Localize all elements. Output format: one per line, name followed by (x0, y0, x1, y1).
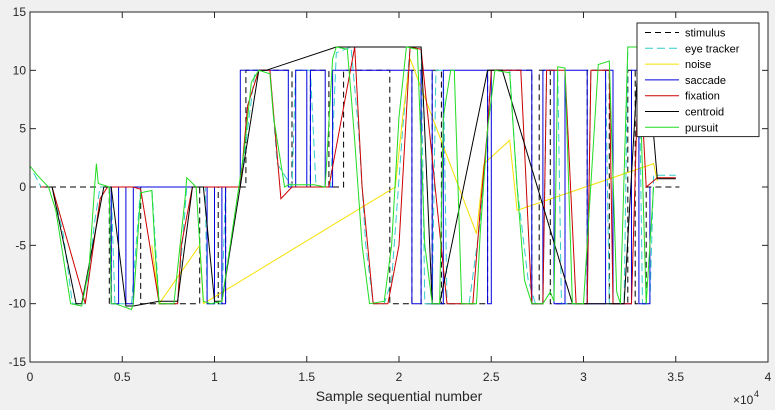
x-tick-label: 2.5 (483, 370, 500, 384)
series-line-pursuit (29, 46, 655, 311)
legend-label-fixation: fixation (685, 91, 720, 103)
legend-label-centroid: centroid (685, 107, 724, 119)
legend-label-stimulus: stimulus (685, 28, 726, 40)
x-axis-multiplier-base: ×10 (733, 393, 754, 407)
y-tick-label: 15 (13, 5, 27, 19)
x-tick-label: 3.5 (667, 370, 684, 384)
legend-label-eye-tracker: eye tracker (685, 43, 740, 55)
x-tick-label: 2 (396, 370, 403, 384)
axes (29, 11, 769, 363)
legend-label-noise: noise (685, 59, 711, 71)
legend-label-saccade: saccade (685, 75, 726, 87)
x-tick-label: 3 (580, 370, 587, 384)
x-tick-label: 0 (27, 370, 34, 384)
series-line-saccade (110, 69, 651, 305)
y-tick-label: 0 (19, 180, 26, 194)
series-line-centroid (44, 46, 676, 307)
x-tick-label: 1 (211, 370, 218, 384)
x-tick-label: 4 (765, 370, 772, 384)
x-axis-multiplier-exponent: 4 (754, 389, 759, 399)
x-tick-label: 1.5 (298, 370, 315, 384)
legend: stimulus eye tracker noise saccade fixation c… (636, 22, 760, 138)
y-tick-label: -15 (9, 355, 27, 369)
x-axis-multiplier: ×10 4 (733, 389, 759, 407)
y-tick-label: -5 (15, 238, 26, 252)
x-axis-label: Sample sequential number (316, 388, 483, 404)
y-tick-label: 5 (19, 122, 26, 136)
x-tick-label: 0.5 (114, 370, 131, 384)
tick-labels: 0 0.5 1 1.5 2 2.5 3 3.5 4 -15 -10 -5 0 5 10 15 (9, 5, 772, 384)
y-tick-label: -10 (9, 297, 27, 311)
series-layer (29, 46, 680, 311)
legend-label-pursuit: pursuit (685, 122, 718, 134)
y-tick-label: 10 (13, 63, 27, 77)
